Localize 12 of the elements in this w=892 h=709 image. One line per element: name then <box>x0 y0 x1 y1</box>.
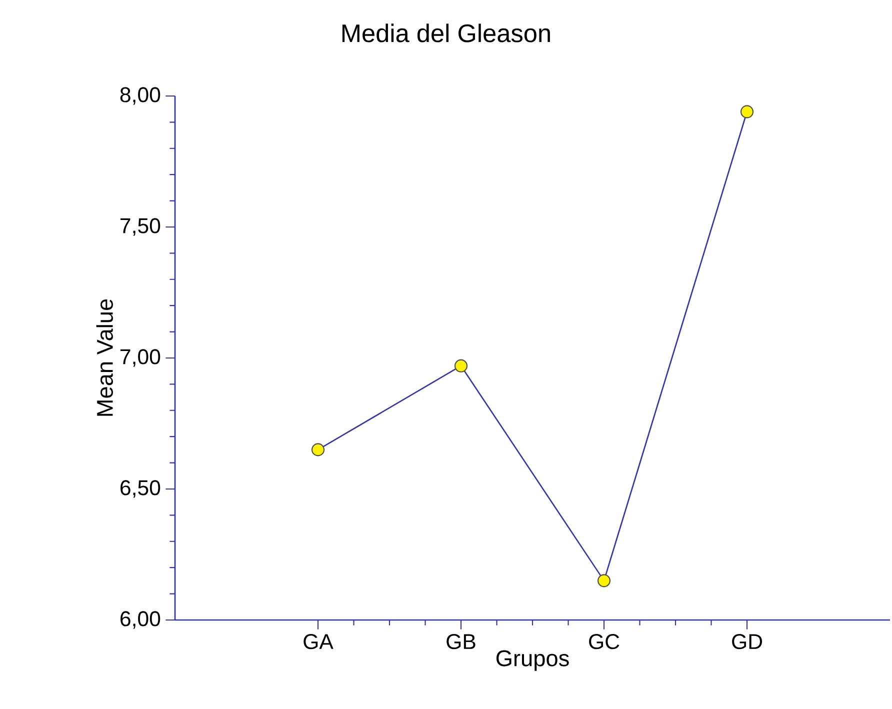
chart-title: Media del Gleason <box>342 24 550 42</box>
x-tick-label: GC <box>589 634 620 650</box>
x-tick-label: GD <box>732 634 762 650</box>
x-tick-label: GA <box>304 634 334 650</box>
y-tick-label: 6,50 <box>120 480 160 498</box>
y-tick-label: 7,50 <box>120 218 160 236</box>
y-tick-label: 8,00 <box>120 87 160 105</box>
y-tick-label: 7,00 <box>120 349 160 367</box>
x-tick-label: GB <box>446 634 476 650</box>
y-tick-label: 6,00 <box>120 611 160 629</box>
y-axis-title: Mean Value <box>96 299 113 416</box>
x-axis-title: Grupos <box>496 650 569 671</box>
